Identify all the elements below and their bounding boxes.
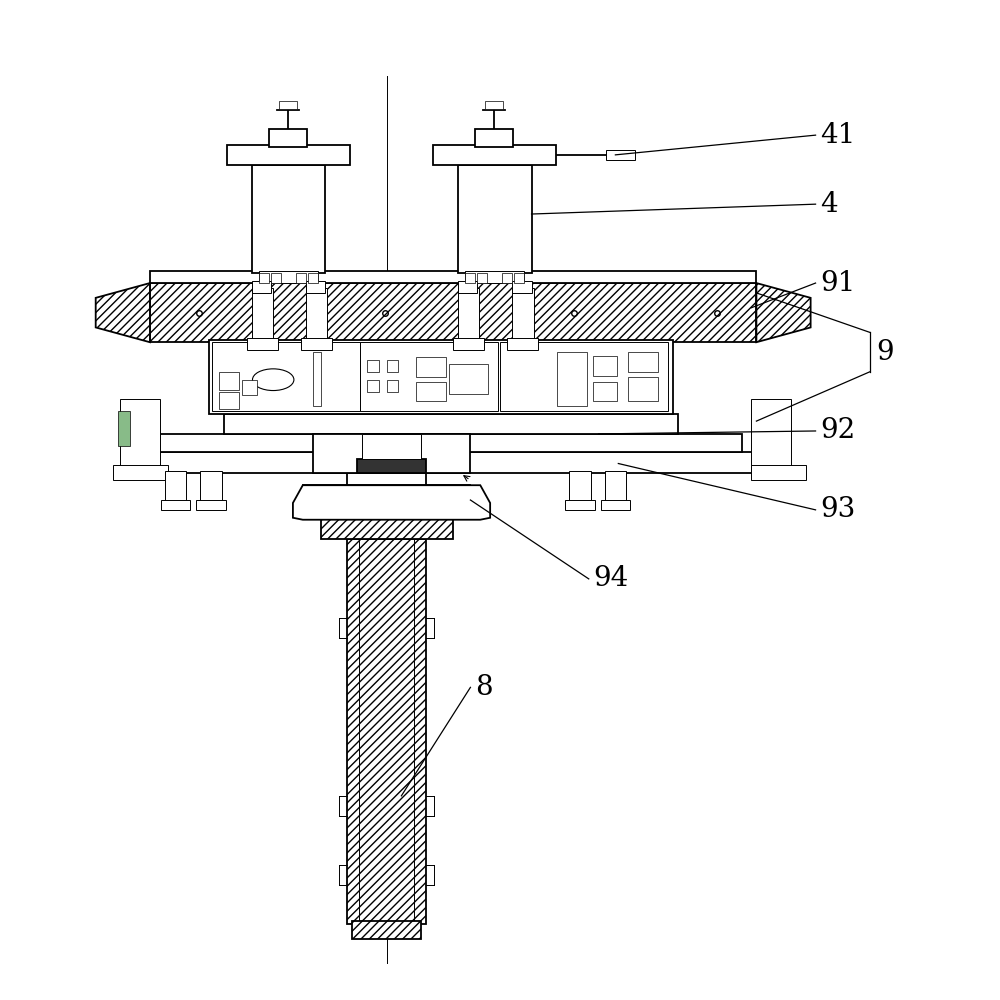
Bar [227,145,350,165]
Bar [465,271,524,283]
Bar [296,273,306,283]
Bar [120,399,160,473]
Bar [628,352,658,372]
Bar [332,503,441,518]
Bar [321,518,453,539]
Bar [352,921,421,939]
Bar [209,340,673,414]
Bar [458,165,532,273]
Bar [751,465,806,480]
Bar [360,342,498,411]
Bar [465,273,475,283]
Bar [219,372,239,390]
Bar [150,283,756,342]
Bar [500,342,668,411]
Text: 8: 8 [475,674,493,701]
Bar [252,281,271,293]
Bar [557,352,587,406]
Bar [224,414,678,434]
Bar [593,382,617,401]
Bar [565,500,595,510]
Text: 4: 4 [820,191,838,218]
Bar [161,500,190,510]
Bar [259,271,318,283]
Bar [242,380,257,395]
Text: 92: 92 [820,417,856,444]
Bar [416,357,446,377]
Bar [306,281,325,293]
Bar [279,101,297,109]
Bar [200,471,222,503]
Bar [387,380,398,392]
Bar [196,500,226,510]
Bar [512,281,532,293]
Bar [569,471,591,503]
Polygon shape [96,283,150,342]
Bar [308,273,318,283]
Bar [165,471,186,503]
Bar [113,465,168,480]
Bar [453,338,484,350]
Bar [593,356,617,376]
Bar [313,434,470,473]
Bar [118,411,130,446]
Bar [449,364,488,393]
Text: 93: 93 [820,496,856,523]
Bar [601,500,630,510]
Bar [458,281,477,293]
Ellipse shape [252,369,294,391]
Bar [252,165,325,273]
Bar [605,471,626,503]
Bar [512,288,534,342]
Bar [477,273,487,283]
Bar [247,338,278,350]
Polygon shape [756,283,811,342]
Bar [219,392,239,409]
Bar [306,288,327,342]
Bar [301,338,332,350]
Text: 91: 91 [820,270,856,297]
Bar [269,129,307,147]
Bar [140,452,761,473]
Polygon shape [293,485,490,520]
Bar [485,101,503,109]
Bar [357,459,426,473]
Bar [475,129,513,147]
Text: 9: 9 [877,339,894,366]
Bar [362,434,421,459]
Bar [606,150,635,160]
Bar [150,271,756,283]
Bar [514,273,524,283]
Bar [347,539,426,924]
Bar [271,273,281,283]
Bar [303,485,470,503]
Bar [416,382,446,401]
Bar [507,338,538,350]
Bar [252,288,273,342]
Bar [628,377,658,401]
Text: 41: 41 [820,122,856,149]
Bar [313,352,321,406]
Bar [433,145,556,165]
Bar [367,380,379,392]
Bar [347,473,426,485]
Bar [212,342,360,411]
Text: 94: 94 [594,565,629,592]
Bar [502,273,512,283]
Bar [458,288,479,342]
Bar [387,360,398,372]
Bar [160,434,742,452]
Bar [751,399,791,473]
Bar [259,273,269,283]
Bar [367,360,379,372]
